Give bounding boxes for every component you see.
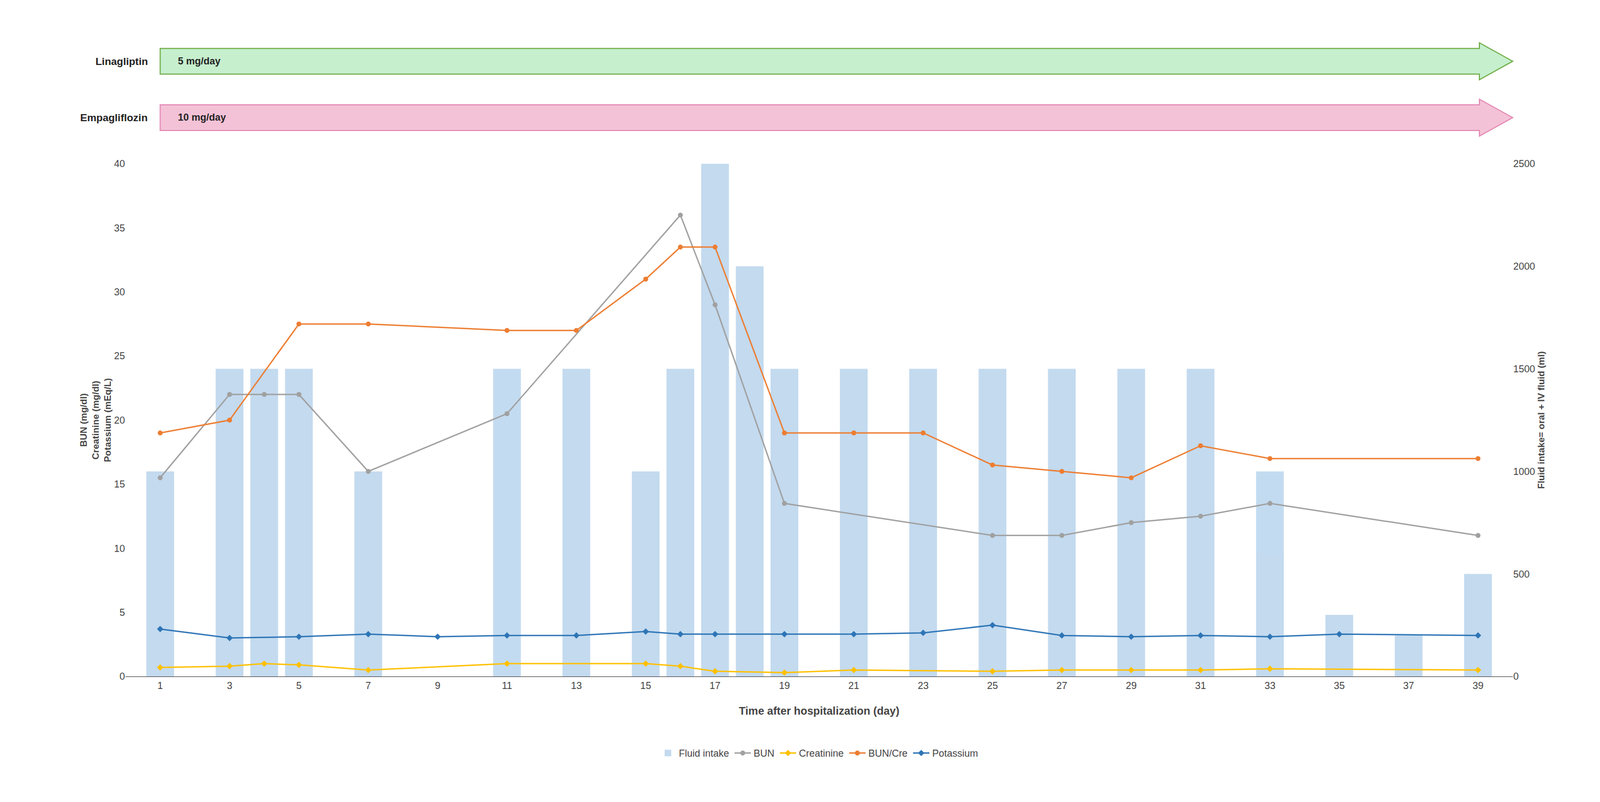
- svg-text:0: 0: [119, 670, 125, 682]
- svg-text:10 mg/day: 10 mg/day: [177, 111, 226, 123]
- svg-text:25: 25: [114, 350, 125, 362]
- svg-text:29: 29: [1125, 679, 1137, 691]
- svg-text:10: 10: [114, 542, 125, 554]
- svg-text:33: 33: [1264, 679, 1276, 691]
- svg-text:13: 13: [570, 679, 582, 691]
- svg-text:15: 15: [640, 679, 652, 691]
- svg-text:37: 37: [1403, 679, 1414, 691]
- svg-text:1: 1: [157, 679, 164, 691]
- svg-text:5: 5: [119, 606, 125, 618]
- svg-text:19: 19: [778, 679, 790, 691]
- svg-text:Empagliflozin: Empagliflozin: [80, 111, 148, 124]
- svg-text:11: 11: [502, 679, 513, 691]
- svg-text:9: 9: [434, 679, 441, 691]
- svg-text:1000: 1000: [1513, 466, 1536, 477]
- svg-text:15: 15: [114, 478, 125, 490]
- svg-text:35: 35: [114, 222, 125, 234]
- svg-text:27: 27: [1056, 679, 1068, 691]
- svg-text:21: 21: [848, 679, 860, 691]
- svg-text:BUN/Cre: BUN/Cre: [868, 747, 908, 759]
- svg-text:2000: 2000: [1513, 260, 1536, 272]
- svg-text:40: 40: [114, 158, 125, 170]
- svg-text:7: 7: [365, 679, 372, 691]
- svg-text:5 mg/day: 5 mg/day: [177, 55, 221, 67]
- svg-text:1500: 1500: [1513, 363, 1536, 375]
- svg-text:2500: 2500: [1513, 158, 1536, 170]
- svg-text:35: 35: [1333, 679, 1345, 691]
- svg-text:3: 3: [227, 679, 233, 691]
- svg-text:Linagliptin: Linagliptin: [95, 55, 148, 68]
- svg-text:25: 25: [987, 679, 999, 691]
- svg-text:20: 20: [114, 414, 125, 426]
- svg-text:Time after hospitalization (da: Time after hospitalization (day): [738, 704, 900, 717]
- svg-text:Potassium: Potassium: [932, 747, 978, 759]
- svg-text:Fluid intake: Fluid intake: [678, 747, 730, 759]
- svg-text:39: 39: [1472, 679, 1484, 691]
- svg-text:BUN (mg/dl)Creatinine (mg/dl)P: BUN (mg/dl)Creatinine (mg/dl)Potassium (…: [78, 378, 113, 463]
- svg-text:BUN: BUN: [753, 747, 775, 759]
- svg-text:31: 31: [1195, 679, 1207, 691]
- svg-text:Creatinine: Creatinine: [798, 747, 844, 759]
- svg-text:17: 17: [709, 679, 721, 691]
- svg-text:30: 30: [114, 286, 125, 298]
- svg-text:Fluid intake= oral + IV fluid: Fluid intake= oral + IV fluid (ml): [1536, 350, 1547, 489]
- svg-text:500: 500: [1513, 568, 1530, 580]
- svg-text:0: 0: [1513, 670, 1519, 682]
- svg-text:5: 5: [296, 679, 302, 691]
- svg-text:23: 23: [917, 679, 929, 691]
